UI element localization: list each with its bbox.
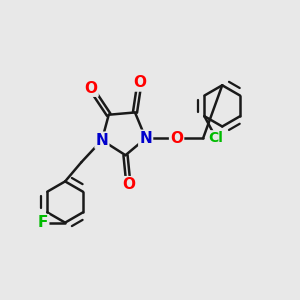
Text: N: N — [95, 133, 108, 148]
Text: O: O — [122, 177, 135, 192]
Text: N: N — [139, 131, 152, 146]
Text: Cl: Cl — [209, 131, 224, 145]
Text: O: O — [170, 131, 183, 146]
Text: F: F — [38, 215, 48, 230]
Text: O: O — [133, 76, 146, 91]
Text: O: O — [85, 81, 98, 96]
